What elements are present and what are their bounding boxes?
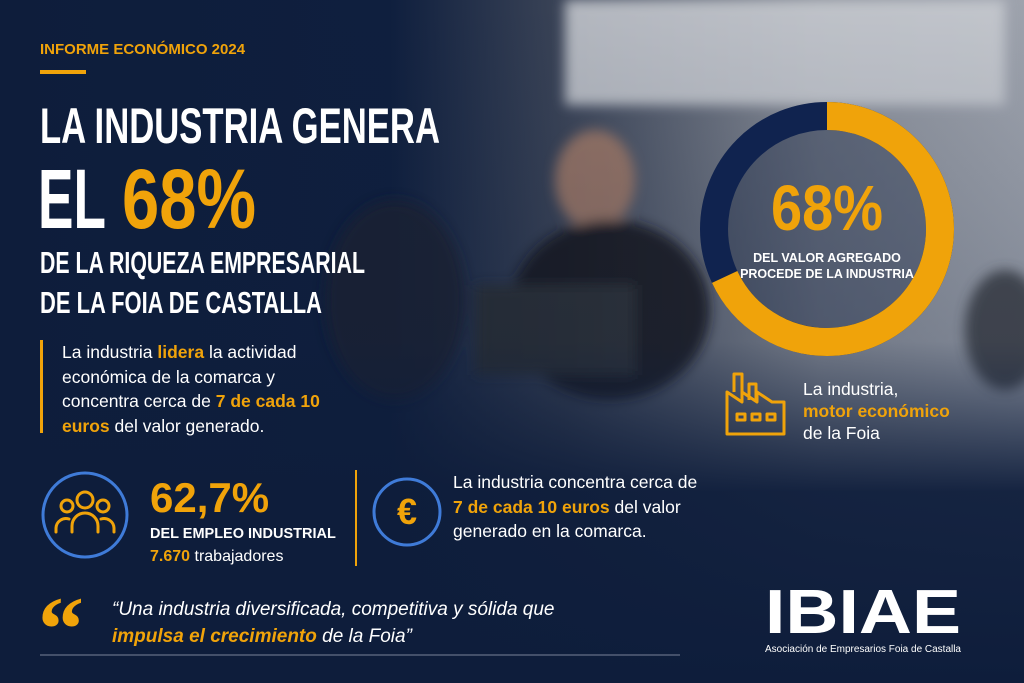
highlight: 7 de cada 10 euros	[453, 496, 610, 517]
text: La industria concentra cerca de	[453, 472, 698, 492]
logo-tagline: Asociación de Empresarios Foia de Castal…	[765, 644, 961, 655]
workers-label: trabajadores	[194, 548, 284, 565]
text: La industria,	[803, 379, 899, 399]
title-line: LA INDUSTRIA GENERA	[40, 98, 440, 154]
highlight: 7 de cada 10 euros	[62, 391, 320, 436]
intro-text: La industria lidera la actividad económi…	[62, 340, 337, 438]
donut-caption: PROCEDE DE LA INDUSTRIA	[740, 267, 914, 281]
employment: 62,7% DEL EMPLEO INDUSTRIAL 7.670 trabaj…	[150, 474, 336, 566]
highlight: lidera	[157, 342, 205, 362]
title-line: EL	[38, 152, 106, 246]
kicker: INFORME ECONÓMICO 2024	[40, 40, 246, 58]
title-line: DE LA RIQUEZA EMPRESARIAL	[40, 245, 365, 280]
text: la actividad económica de la comarca y c…	[62, 342, 297, 411]
text: La industria	[62, 342, 153, 362]
logo: IBIAE	[765, 578, 961, 647]
text: del valor generado.	[114, 415, 265, 436]
employment-value: 62,7%	[150, 474, 270, 521]
text: “Una industria diversificada, competitiv…	[112, 599, 555, 620]
text: de la Foia	[803, 423, 880, 443]
donut-label: 68%	[771, 172, 883, 244]
euros-text: La industria concentra cerca de 7 de cad…	[453, 470, 703, 544]
text: de la Foia”	[322, 626, 412, 647]
donut-caption: DEL VALOR AGREGADO	[753, 251, 901, 265]
highlight: impulsa el crecimiento	[112, 626, 317, 647]
donut-arc	[700, 102, 954, 356]
svg-text:“: “	[38, 578, 84, 680]
quote: “Una industria diversificada, competitiv…	[112, 596, 602, 650]
title-line: DE LA FOIA DE CASTALLA	[40, 285, 322, 320]
highlight: motor económico	[803, 401, 950, 421]
title-highlight: 68%	[122, 152, 256, 246]
workers-value: 7.670	[150, 548, 191, 565]
svg-text:€: €	[397, 491, 417, 532]
motor-text: La industria, motor económico de la Foia	[803, 378, 983, 444]
employment-caption: DEL EMPLEO INDUSTRIAL	[150, 526, 336, 542]
text: del valor generado en la comarca.	[453, 496, 681, 542]
